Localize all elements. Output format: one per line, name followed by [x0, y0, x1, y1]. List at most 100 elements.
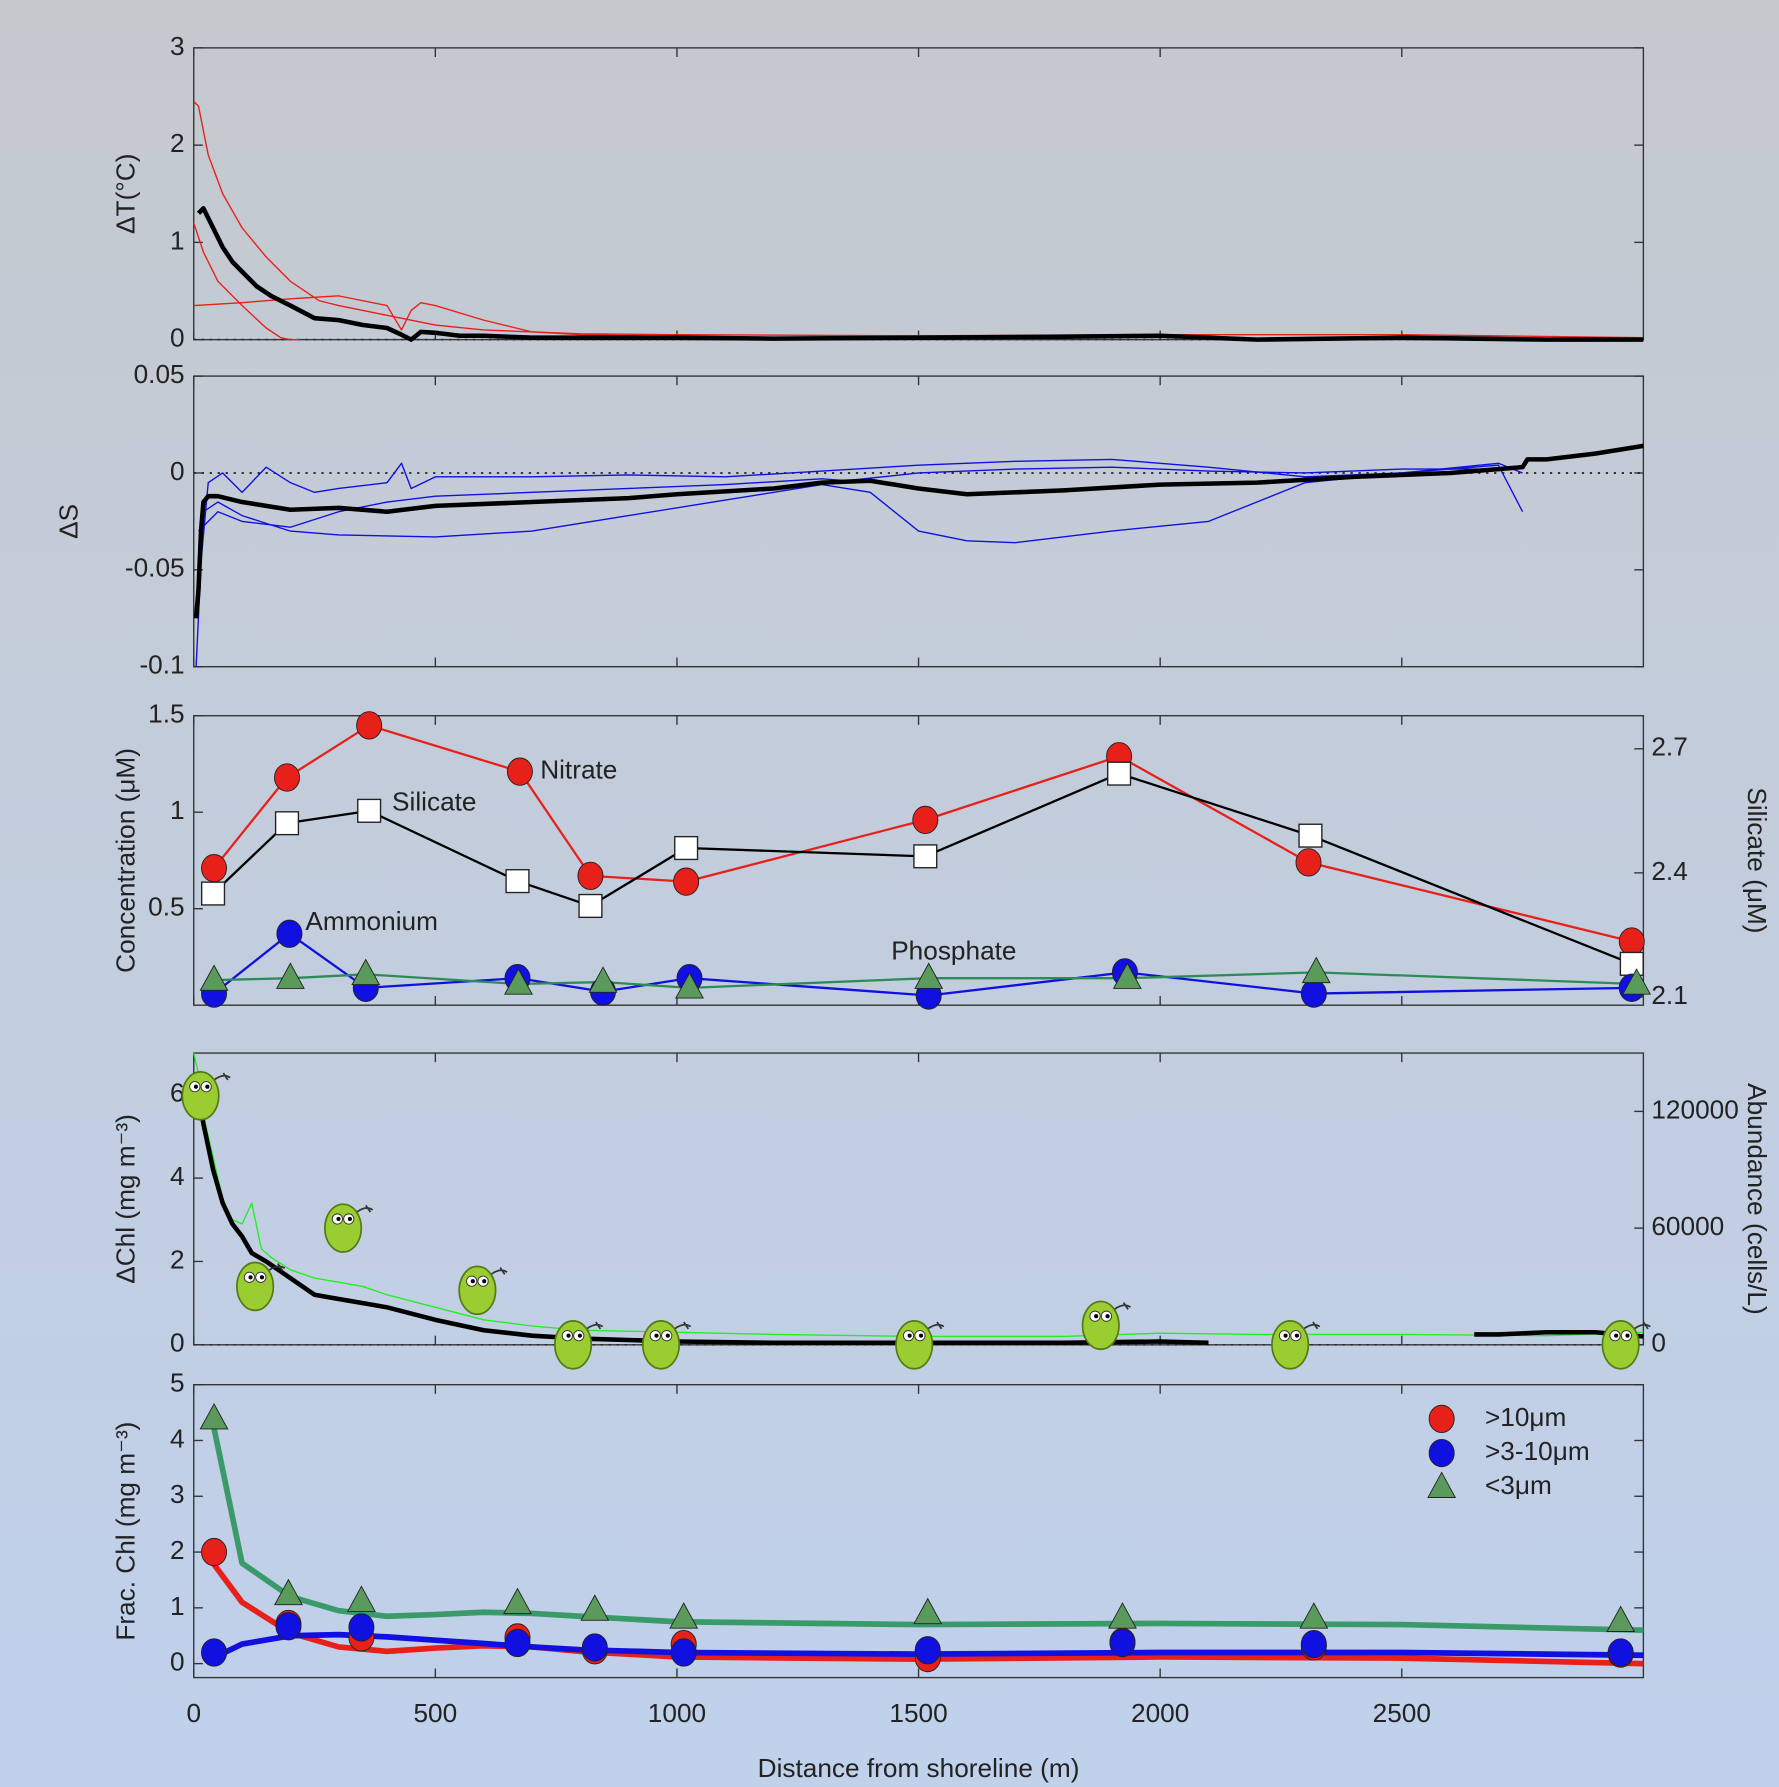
series-line [194, 101, 1644, 337]
plot-frame [194, 48, 1644, 340]
legend-marker [1429, 1405, 1454, 1432]
marker [1619, 928, 1644, 955]
marker [348, 1586, 375, 1611]
legend-label: >10μm [1485, 1402, 1566, 1432]
marker [1301, 980, 1326, 1007]
chart: 0123ΔT(°C)-0.1-0.0500.05ΔS0.511.52.12.42… [0, 0, 1779, 1787]
marker [200, 965, 227, 990]
plot-frame [194, 376, 1644, 667]
y-tick-label: 2 [170, 1535, 185, 1565]
pupil [908, 1334, 912, 1338]
flagellum [357, 1205, 373, 1212]
y-axis-label: ΔS [54, 504, 84, 539]
pupil [1106, 1314, 1110, 1318]
series-label: Silicate [392, 786, 476, 816]
flagellum [587, 1322, 603, 1329]
marker [582, 1634, 607, 1661]
y-tick-label: 1 [170, 795, 185, 825]
series-line [194, 223, 300, 340]
series-line [196, 1082, 1643, 1343]
cell-icon [182, 1072, 230, 1120]
cell-icon [325, 1204, 373, 1252]
y2-tick-label: 2.4 [1651, 856, 1687, 886]
page: 0123ΔT(°C)-0.1-0.0500.05ΔS0.511.52.12.42… [0, 0, 1779, 1787]
y2-tick-label: 2.7 [1651, 732, 1687, 762]
y-tick-label: 5 [170, 1368, 185, 1398]
marker [1301, 1630, 1326, 1657]
pupil [205, 1085, 209, 1089]
x-tick-label: 500 [413, 1698, 457, 1728]
marker [1620, 952, 1643, 975]
marker [1303, 958, 1330, 983]
cell-body [643, 1321, 679, 1369]
cell-body [896, 1321, 932, 1369]
cell-body [555, 1321, 591, 1369]
y-tick-label: 0 [170, 323, 185, 353]
marker [274, 764, 299, 791]
marker [504, 1589, 531, 1614]
y-tick-label: 1.5 [148, 699, 184, 729]
cell-body [1602, 1321, 1638, 1369]
y-axis-label: Frac. Chl (mg m⁻³) [111, 1422, 141, 1641]
marker [200, 1404, 227, 1429]
marker [276, 1613, 301, 1640]
marker [1300, 1603, 1327, 1628]
y2-axis-label: Silicate (μM) [1742, 787, 1772, 933]
marker [671, 1639, 696, 1666]
y2-tick-label: 60000 [1651, 1211, 1724, 1241]
y2-tick-label: 120000 [1651, 1094, 1738, 1124]
series-line [196, 463, 1522, 666]
y-tick-label: 3 [170, 1479, 185, 1509]
pupil [248, 1275, 252, 1279]
marker [275, 1580, 302, 1605]
marker [277, 963, 304, 988]
marker [1296, 849, 1321, 876]
x-tick-label: 0 [186, 1698, 201, 1728]
y-tick-label: 2 [170, 1244, 185, 1274]
pupil [566, 1334, 570, 1338]
pupil [260, 1275, 264, 1279]
marker [507, 758, 532, 785]
y-tick-label: 4 [170, 1161, 185, 1191]
marker [352, 959, 379, 984]
y-tick-label: 0 [170, 456, 185, 486]
cell-body [459, 1266, 495, 1314]
pupil [194, 1085, 198, 1089]
y2-tick-label: 0 [1651, 1328, 1666, 1358]
y-tick-label: -0.1 [139, 650, 184, 680]
y-tick-label: 3 [170, 31, 185, 61]
marker [579, 895, 602, 918]
x-axis-label: Distance from shoreline (m) [758, 1753, 1080, 1783]
flagellum [1634, 1322, 1650, 1329]
marker [1109, 1603, 1136, 1628]
marker [914, 845, 937, 868]
flagellum [214, 1073, 230, 1080]
pupil [666, 1334, 670, 1338]
flagellum [928, 1322, 944, 1329]
flagellum [675, 1322, 691, 1329]
marker [913, 806, 938, 833]
flagellum [491, 1268, 507, 1275]
cell-body [1272, 1321, 1308, 1369]
y-tick-label: 2 [170, 128, 185, 158]
y2-axis-label: Abundance (cells/L) [1742, 1083, 1772, 1315]
y-tick-label: 1 [170, 1591, 185, 1621]
marker [1608, 1639, 1633, 1666]
series-line [199, 208, 1644, 339]
marker [589, 967, 616, 992]
marker [915, 963, 942, 988]
pupil [348, 1217, 352, 1221]
marker [675, 837, 698, 860]
y-axis-label: ΔT(°C) [111, 154, 141, 234]
x-tick-label: 1000 [648, 1698, 706, 1728]
x-tick-label: 2000 [1131, 1698, 1189, 1728]
pupil [919, 1334, 923, 1338]
marker [277, 920, 302, 947]
pupil [482, 1279, 486, 1283]
y-tick-label: 0.05 [134, 359, 185, 389]
marker [1299, 824, 1322, 847]
y-tick-label: -0.05 [125, 553, 185, 583]
cell-body [237, 1263, 273, 1311]
marker [357, 712, 382, 739]
plot-frame [194, 1385, 1644, 1678]
